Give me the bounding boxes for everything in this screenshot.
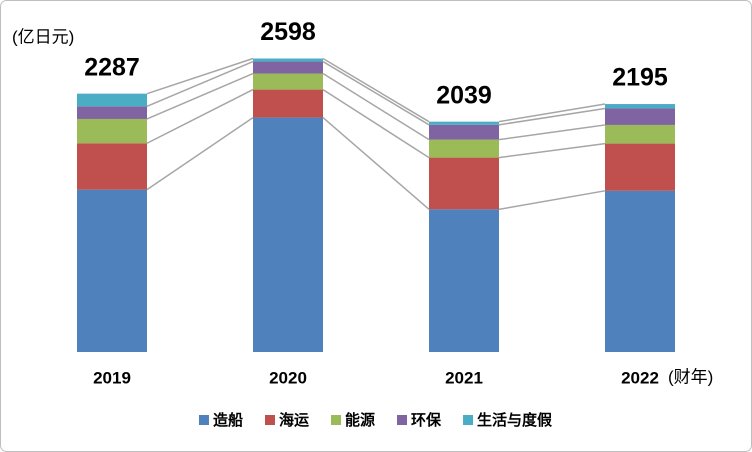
bar-segment	[253, 58, 323, 62]
total-label: 2039	[436, 81, 492, 109]
bar-segment	[605, 190, 675, 352]
legend-label: 环保	[411, 411, 442, 429]
legend-swatch	[264, 415, 275, 425]
connector-line	[146, 60, 254, 107]
bar-segment	[253, 117, 323, 352]
bar-segment	[605, 143, 675, 191]
bar-segment	[77, 143, 147, 190]
bar-segment	[429, 124, 499, 140]
connector-line	[322, 60, 430, 126]
connector-line	[146, 72, 254, 120]
x-unit-label: (财年)	[668, 367, 713, 386]
connector-line	[498, 124, 606, 141]
connector-line	[322, 57, 430, 123]
connector-line	[322, 72, 430, 141]
legend-swatch	[198, 415, 209, 425]
legend: 造船 海运 能源 环保 生活与度假	[198, 411, 553, 429]
bar-segment	[253, 89, 323, 118]
connector-line	[146, 57, 254, 95]
connector-line	[146, 88, 254, 144]
bar-segment	[605, 108, 675, 125]
legend-label: 造船	[213, 411, 243, 429]
legend-swatch	[330, 415, 341, 425]
legend-swatch	[463, 415, 474, 425]
x-tick-label: 2022	[621, 368, 659, 387]
bar-segment	[429, 121, 499, 125]
bar-segment	[605, 124, 675, 144]
total-label: 2195	[612, 64, 668, 92]
total-label: 2598	[260, 18, 316, 46]
connector-line	[322, 88, 430, 159]
bar-segment	[605, 104, 675, 109]
bar-segment	[253, 61, 323, 74]
bar-segment	[429, 139, 499, 158]
bar-segment	[77, 106, 147, 119]
legend-label: 能源	[345, 411, 375, 429]
bar-segment	[429, 157, 499, 210]
total-label: 2287	[84, 53, 140, 81]
bar-segment	[429, 209, 499, 352]
bar-segment	[77, 189, 147, 352]
legend-swatch	[397, 415, 408, 425]
bar-segment	[253, 73, 323, 90]
x-tick-label: 2021	[445, 368, 483, 387]
unit-label: (亿日元)	[12, 27, 74, 46]
connector-line	[322, 117, 430, 210]
connector-line	[146, 116, 254, 191]
connector-line	[498, 190, 606, 211]
legend-label: 生活与度假	[477, 411, 553, 429]
connector-line	[498, 103, 606, 123]
connector-line	[498, 107, 606, 126]
x-tick-label: 2020	[269, 368, 307, 387]
x-tick-label: 2019	[93, 368, 131, 387]
connector-line	[498, 142, 606, 159]
legend-label: 海运	[279, 411, 309, 429]
bar-segment	[77, 118, 147, 144]
bar-segment	[77, 93, 147, 107]
